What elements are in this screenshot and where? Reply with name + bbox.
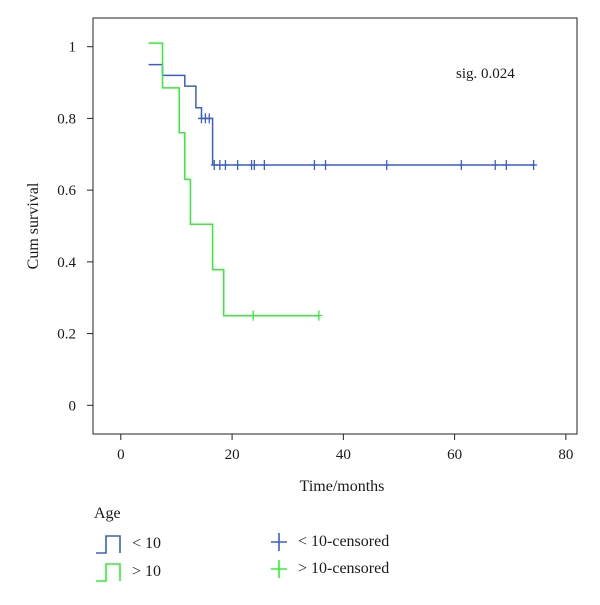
censor-mark-gt10 [249,310,257,321]
censor-mark-lt10 [205,113,213,124]
censor-mark-lt10 [234,160,242,171]
x-tick-label: 40 [336,447,351,463]
x-tick-label: 0 [117,447,125,463]
censor-mark-lt10 [530,160,538,171]
plot-frame [92,17,578,435]
y-tick-label: 0 [69,398,77,414]
legend-step-icon [96,563,121,582]
legend-title: Age [94,505,121,522]
censor-mark-lt10 [457,160,465,171]
y-tick-label: 0.6 [57,183,76,199]
x-tick-label: 20 [225,447,240,463]
y-tick-label: 1 [69,40,77,56]
censor-mark-lt10 [383,160,391,171]
censor-mark-lt10 [322,160,330,171]
censor-mark-lt10 [310,160,318,171]
legend-label: > 10-censored [298,560,390,577]
significance-annotation: sig. 0.024 [456,66,515,82]
censor-mark-lt10 [221,160,229,171]
legend-censor-icon [271,533,287,551]
censor-mark-lt10 [250,160,258,171]
legend-censor-icon [271,560,287,578]
y-tick-label: 0.4 [57,255,76,271]
x-tick-label: 80 [558,447,573,463]
survival-curve-gt10 [148,42,320,317]
x-tick-label: 60 [447,447,462,463]
censor-mark-lt10 [502,160,510,171]
km-chart: 0 20 40 60 80 0 0.2 0.4 0.6 0.8 1 sig. 0.024 Time/… [25,17,578,495]
legend-label: > 10 [132,563,162,580]
legend-label: < 10-censored [298,533,390,550]
legend-step-icon [96,535,121,554]
censor-mark-lt10 [260,160,268,171]
legend-item-lt10-censored: < 10-censored [268,530,389,554]
legend-item-gt10-censored: > 10-censored [268,557,389,581]
y-axis-title: Cum survival [25,182,42,269]
legend-label: < 10 [132,535,162,552]
censor-mark-lt10 [491,160,499,171]
legend-item-gt10: > 10 [94,561,161,583]
x-axis-title: Time/months [300,478,385,495]
censor-mark-gt10 [315,310,323,321]
y-tick-label: 0.2 [57,327,76,343]
legend-item-lt10: < 10 [94,533,161,555]
y-tick-label: 0.8 [57,111,76,127]
